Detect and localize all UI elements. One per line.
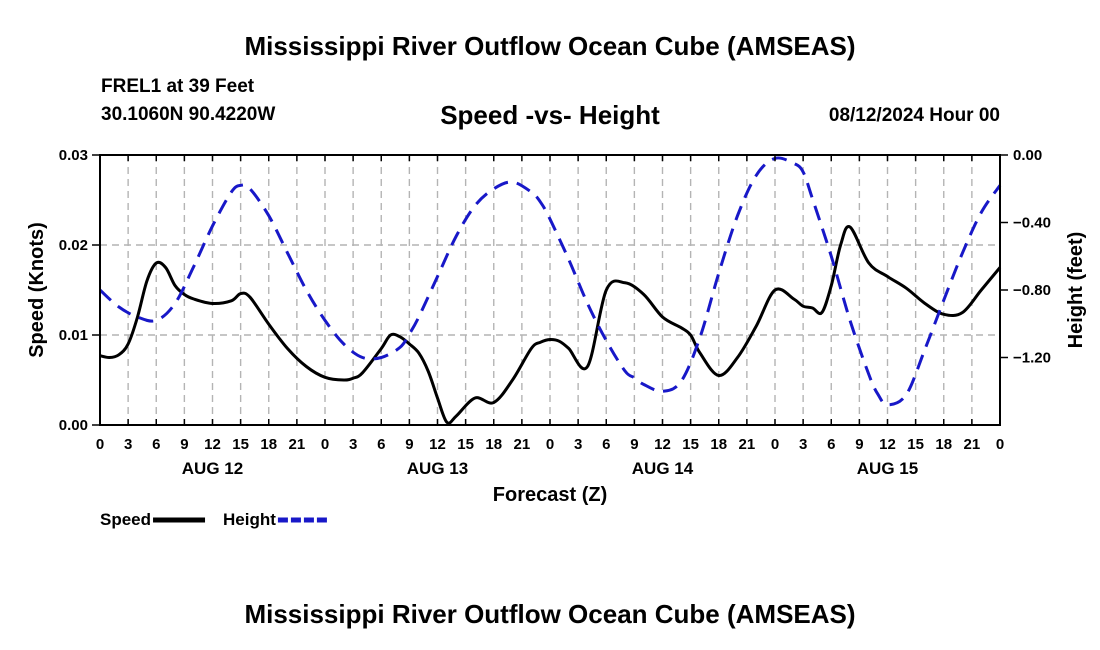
x-tick-label: 18 (935, 436, 952, 453)
y-axis-label: Speed (Knots) (26, 222, 48, 358)
x-tick-label: 6 (827, 436, 835, 453)
chart-subtitle: Speed -vs- Height (440, 100, 660, 130)
x-tick-label: 9 (630, 436, 638, 453)
day-label: AUG 15 (857, 459, 918, 478)
x-tick-label: 6 (152, 436, 160, 453)
x-tick-label: 15 (232, 436, 249, 453)
legend: Speed Height (100, 510, 330, 529)
y-tick-label: 0.01 (59, 327, 88, 344)
day-label: AUG 12 (182, 459, 243, 478)
x-tick-label: 15 (907, 436, 924, 453)
x-tick-label: 3 (124, 436, 132, 453)
y2-tick-label: 0.00 (1013, 147, 1042, 164)
day-label: AUG 14 (632, 459, 694, 478)
x-axis-label: Forecast (Z) (493, 484, 607, 506)
y2-tick-label: −0.80 (1013, 282, 1051, 299)
y-tick-label: 0.03 (59, 147, 88, 164)
series-line-speed (99, 225, 1002, 425)
y-tick-label: 0.02 (59, 237, 88, 254)
station-label: FREL1 at 39 Feet (101, 76, 255, 97)
y2-tick-label: −0.40 (1013, 215, 1051, 232)
x-tick-label: 6 (377, 436, 385, 453)
speed-height-chart: 0 3 6 9 12 15 18 21 0 3 6 9 12 15 18 21 0 3 6 9 12 15 18 21 0 3 6 9… (26, 147, 1087, 529)
legend-label: Speed (100, 510, 151, 529)
x-tick-label: 21 (514, 436, 531, 453)
x-tick-label: 9 (180, 436, 188, 453)
axes: 0 3 6 9 12 15 18 21 0 3 6 9 12 15 18 21 0 3 6 9 12 15 18 21 0 3 6 9… (59, 147, 1051, 478)
x-tick-label: 18 (710, 436, 727, 453)
footer-title: Mississippi River Outflow Ocean Cube (AM… (244, 599, 856, 629)
y2-tick-label: −1.20 (1013, 350, 1051, 367)
grid-lines (100, 155, 1000, 425)
x-tick-label: 0 (996, 436, 1004, 453)
x-tick-label: 12 (204, 436, 221, 453)
x-tick-label: 0 (546, 436, 554, 453)
x-tick-label: 3 (799, 436, 807, 453)
x-tick-label: 0 (321, 436, 329, 453)
x-tick-label: 12 (429, 436, 446, 453)
legend-label: Height (223, 510, 276, 529)
x-tick-label: 9 (405, 436, 413, 453)
x-tick-label: 6 (602, 436, 610, 453)
y-tick-label: 0.00 (59, 417, 88, 434)
x-tick-label: 9 (855, 436, 863, 453)
x-tick-label: 18 (260, 436, 277, 453)
x-tick-label: 18 (485, 436, 502, 453)
series-line-height (98, 156, 1002, 407)
day-label: AUG 13 (407, 459, 468, 478)
x-tick-label: 3 (574, 436, 582, 453)
x-tick-label: 21 (739, 436, 756, 453)
x-tick-label: 12 (654, 436, 671, 453)
series-lines (98, 156, 1002, 425)
x-tick-label: 0 (96, 436, 104, 453)
x-tick-label: 12 (879, 436, 896, 453)
chart-title: Mississippi River Outflow Ocean Cube (AM… (244, 31, 856, 61)
x-tick-label: 21 (964, 436, 981, 453)
x-tick-label: 15 (457, 436, 474, 453)
forecast-datetime: 08/12/2024 Hour 00 (828, 105, 1000, 126)
x-tick-label: 15 (682, 436, 699, 453)
coordinates-label: 30.1060N 90.4220W (101, 104, 276, 125)
x-tick-label: 3 (349, 436, 357, 453)
x-tick-label: 21 (289, 436, 306, 453)
y2-axis-label: Height (feet) (1065, 232, 1087, 349)
x-tick-label: 0 (771, 436, 779, 453)
